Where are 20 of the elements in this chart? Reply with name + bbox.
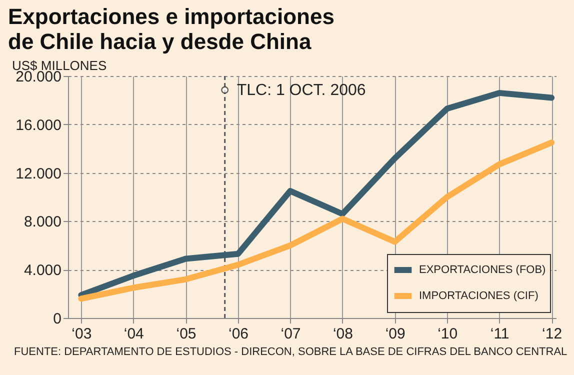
x-tick-label: ‘11 [490,326,510,342]
x-tick-label: ‘06 [228,326,249,342]
ref-line-label: TLC: 1 OCT. 2006 [236,82,366,99]
y-tick-label: 16.000 [16,116,62,134]
y-tick-label: 12.000 [16,165,62,182]
y-tick-label: 8.000 [24,214,62,231]
x-tick-label: ‘05 [176,326,196,342]
x-tick-label: ‘07 [280,326,301,342]
x-tick-label: ‘09 [385,326,406,342]
x-tick-label: ‘12 [542,326,562,342]
x-tick-label: ‘08 [332,326,353,342]
legend-label: IMPORTACIONES (CIF) [419,290,538,302]
legend-label: EXPORTACIONES (FOB) [419,264,546,276]
x-tick-label: ‘04 [124,326,144,342]
x-tick-label: ‘10 [438,326,458,342]
source-note: FUENTE: DEPARTAMENTO DE ESTUDIOS - DIRECON, SOBRE LA BASE DE CIFRAS DEL BANCO CENTRAL [14,346,568,358]
chart-title: Exportaciones e importaciones de Chile hacia y desde China [8,4,336,54]
y-tick-label: 4.000 [24,262,62,280]
y-tick-label: 0 [53,310,62,328]
x-tick-label: ‘03 [72,326,92,342]
